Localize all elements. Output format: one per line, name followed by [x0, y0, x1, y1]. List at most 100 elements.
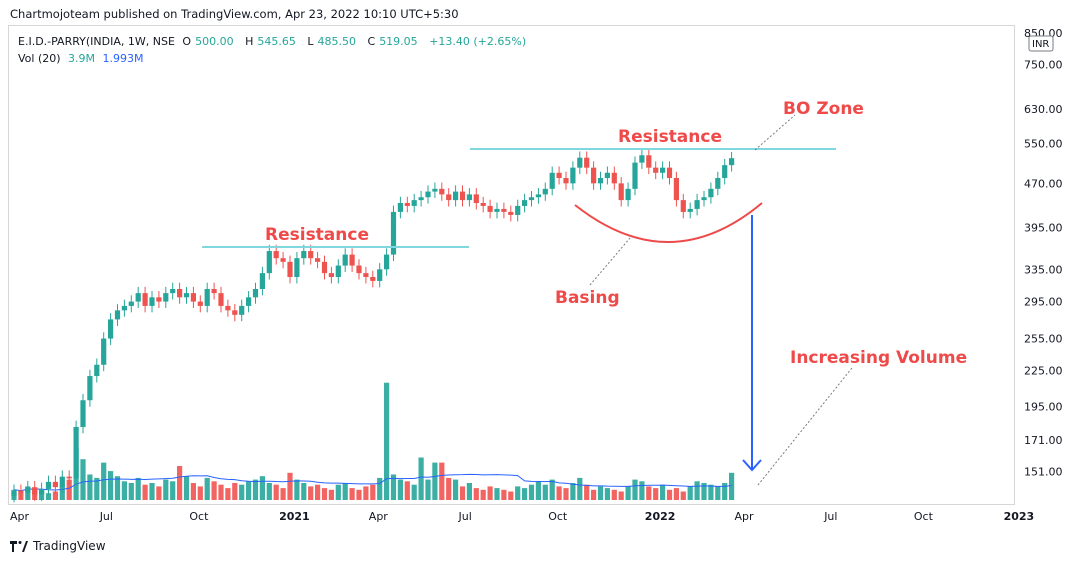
volume-bar	[370, 484, 376, 500]
currency-box	[1028, 35, 1054, 52]
candle-body	[515, 205, 521, 215]
candle-body	[73, 426, 79, 479]
bo-zone-pointer	[754, 114, 796, 151]
volume-bar	[52, 491, 58, 500]
candle-body	[473, 194, 479, 204]
volume-bar	[729, 472, 735, 500]
currency-label: INR	[1032, 39, 1049, 50]
volume-bar	[453, 479, 459, 500]
volume-bar	[687, 486, 693, 500]
candle-body	[225, 305, 231, 311]
volume-bar	[190, 483, 196, 500]
volume-bar	[363, 486, 369, 500]
y-tick-label: 225.00	[1024, 364, 1063, 377]
bo-zone-label: BO Zone	[783, 99, 864, 119]
candle-body	[252, 288, 259, 298]
volume-bar	[625, 486, 631, 500]
candle-body	[660, 167, 666, 173]
volume-bar	[528, 484, 535, 500]
candle-body	[528, 197, 535, 201]
down-arrow-head	[742, 459, 762, 472]
candle-body	[204, 288, 210, 306]
candle-body	[315, 258, 321, 262]
volume-bar	[466, 483, 472, 500]
legend-high: H 545.65	[245, 35, 296, 48]
volume-bar	[108, 471, 114, 500]
candle-body	[32, 487, 38, 495]
candle-body	[94, 364, 100, 377]
volume-bar	[149, 483, 155, 500]
volume-ma-line	[13, 473, 732, 492]
volume-bar	[94, 477, 100, 500]
candle-body	[52, 481, 58, 488]
volume-bar	[349, 488, 355, 500]
volume-bar	[611, 489, 617, 500]
x-tick-label: Jul	[823, 510, 837, 523]
volume-bar	[653, 488, 659, 500]
candle-body	[418, 197, 424, 201]
candle-body	[549, 172, 555, 189]
basing-label: Basing	[555, 288, 620, 308]
x-tick-label: 2022	[645, 510, 676, 523]
candle-body	[342, 254, 348, 266]
candle-body	[577, 157, 583, 168]
volume-bar	[211, 481, 217, 500]
candle-body	[639, 155, 645, 163]
candle-body	[729, 158, 735, 166]
volume-bar	[618, 491, 624, 500]
volume-bar	[425, 479, 431, 500]
candle-body	[425, 191, 431, 198]
candle-body	[680, 200, 686, 212]
volume-bar	[259, 476, 265, 500]
volume-bar	[480, 489, 486, 500]
candle-body	[266, 251, 272, 274]
x-tick-label: Apr	[369, 510, 389, 523]
volume-bar	[177, 466, 183, 500]
candle-body	[66, 476, 72, 479]
volume-bar	[308, 486, 314, 500]
y-tick-label: 195.00	[1024, 401, 1063, 414]
candle-body	[280, 258, 286, 262]
legend-symbol: E.I.D.-PARRY(INDIA, 1W, NSE	[18, 35, 175, 48]
volume-pointer	[757, 367, 853, 486]
x-tick-label: Oct	[914, 510, 934, 523]
legend-volume-row: Vol (20) 3.9M 1.993M	[18, 52, 148, 65]
candle-body	[370, 277, 376, 281]
volume-bar	[377, 477, 383, 500]
candle-body	[211, 288, 217, 294]
candle-body	[439, 188, 445, 195]
y-tick-label: 335.00	[1024, 263, 1063, 276]
volume-bar	[87, 474, 93, 500]
candle-body	[722, 165, 728, 179]
volume-bar	[411, 484, 417, 500]
candle-body	[570, 167, 576, 184]
volume-bar	[632, 479, 638, 500]
volume-bar	[432, 462, 438, 500]
resistance-label-1: Resistance	[265, 225, 369, 245]
volume-bar	[142, 484, 148, 500]
candle-body	[584, 157, 590, 168]
volume-bar	[494, 488, 500, 500]
volume-bar	[135, 477, 141, 500]
y-tick-label: 171.00	[1024, 434, 1063, 447]
volume-bar	[397, 479, 403, 500]
y-tick-label: 630.00	[1024, 103, 1063, 116]
candle-body	[142, 293, 148, 306]
candle-body	[80, 400, 86, 427]
volume-bar	[384, 382, 390, 500]
volume-bar	[266, 483, 272, 500]
candle-body	[45, 481, 52, 489]
candle-body	[384, 254, 390, 270]
volume-bar	[280, 488, 286, 500]
volume-bar	[183, 476, 190, 500]
volume-bar	[522, 488, 528, 500]
chart-frame[interactable]	[8, 25, 1015, 505]
x-tick-label: Apr	[735, 510, 755, 523]
candle-body	[397, 203, 403, 212]
candle-body	[363, 273, 369, 278]
candle-body	[25, 487, 31, 493]
volume-bar	[121, 481, 127, 500]
candle-body	[294, 258, 300, 278]
tradingview-logo-icon	[10, 540, 28, 552]
